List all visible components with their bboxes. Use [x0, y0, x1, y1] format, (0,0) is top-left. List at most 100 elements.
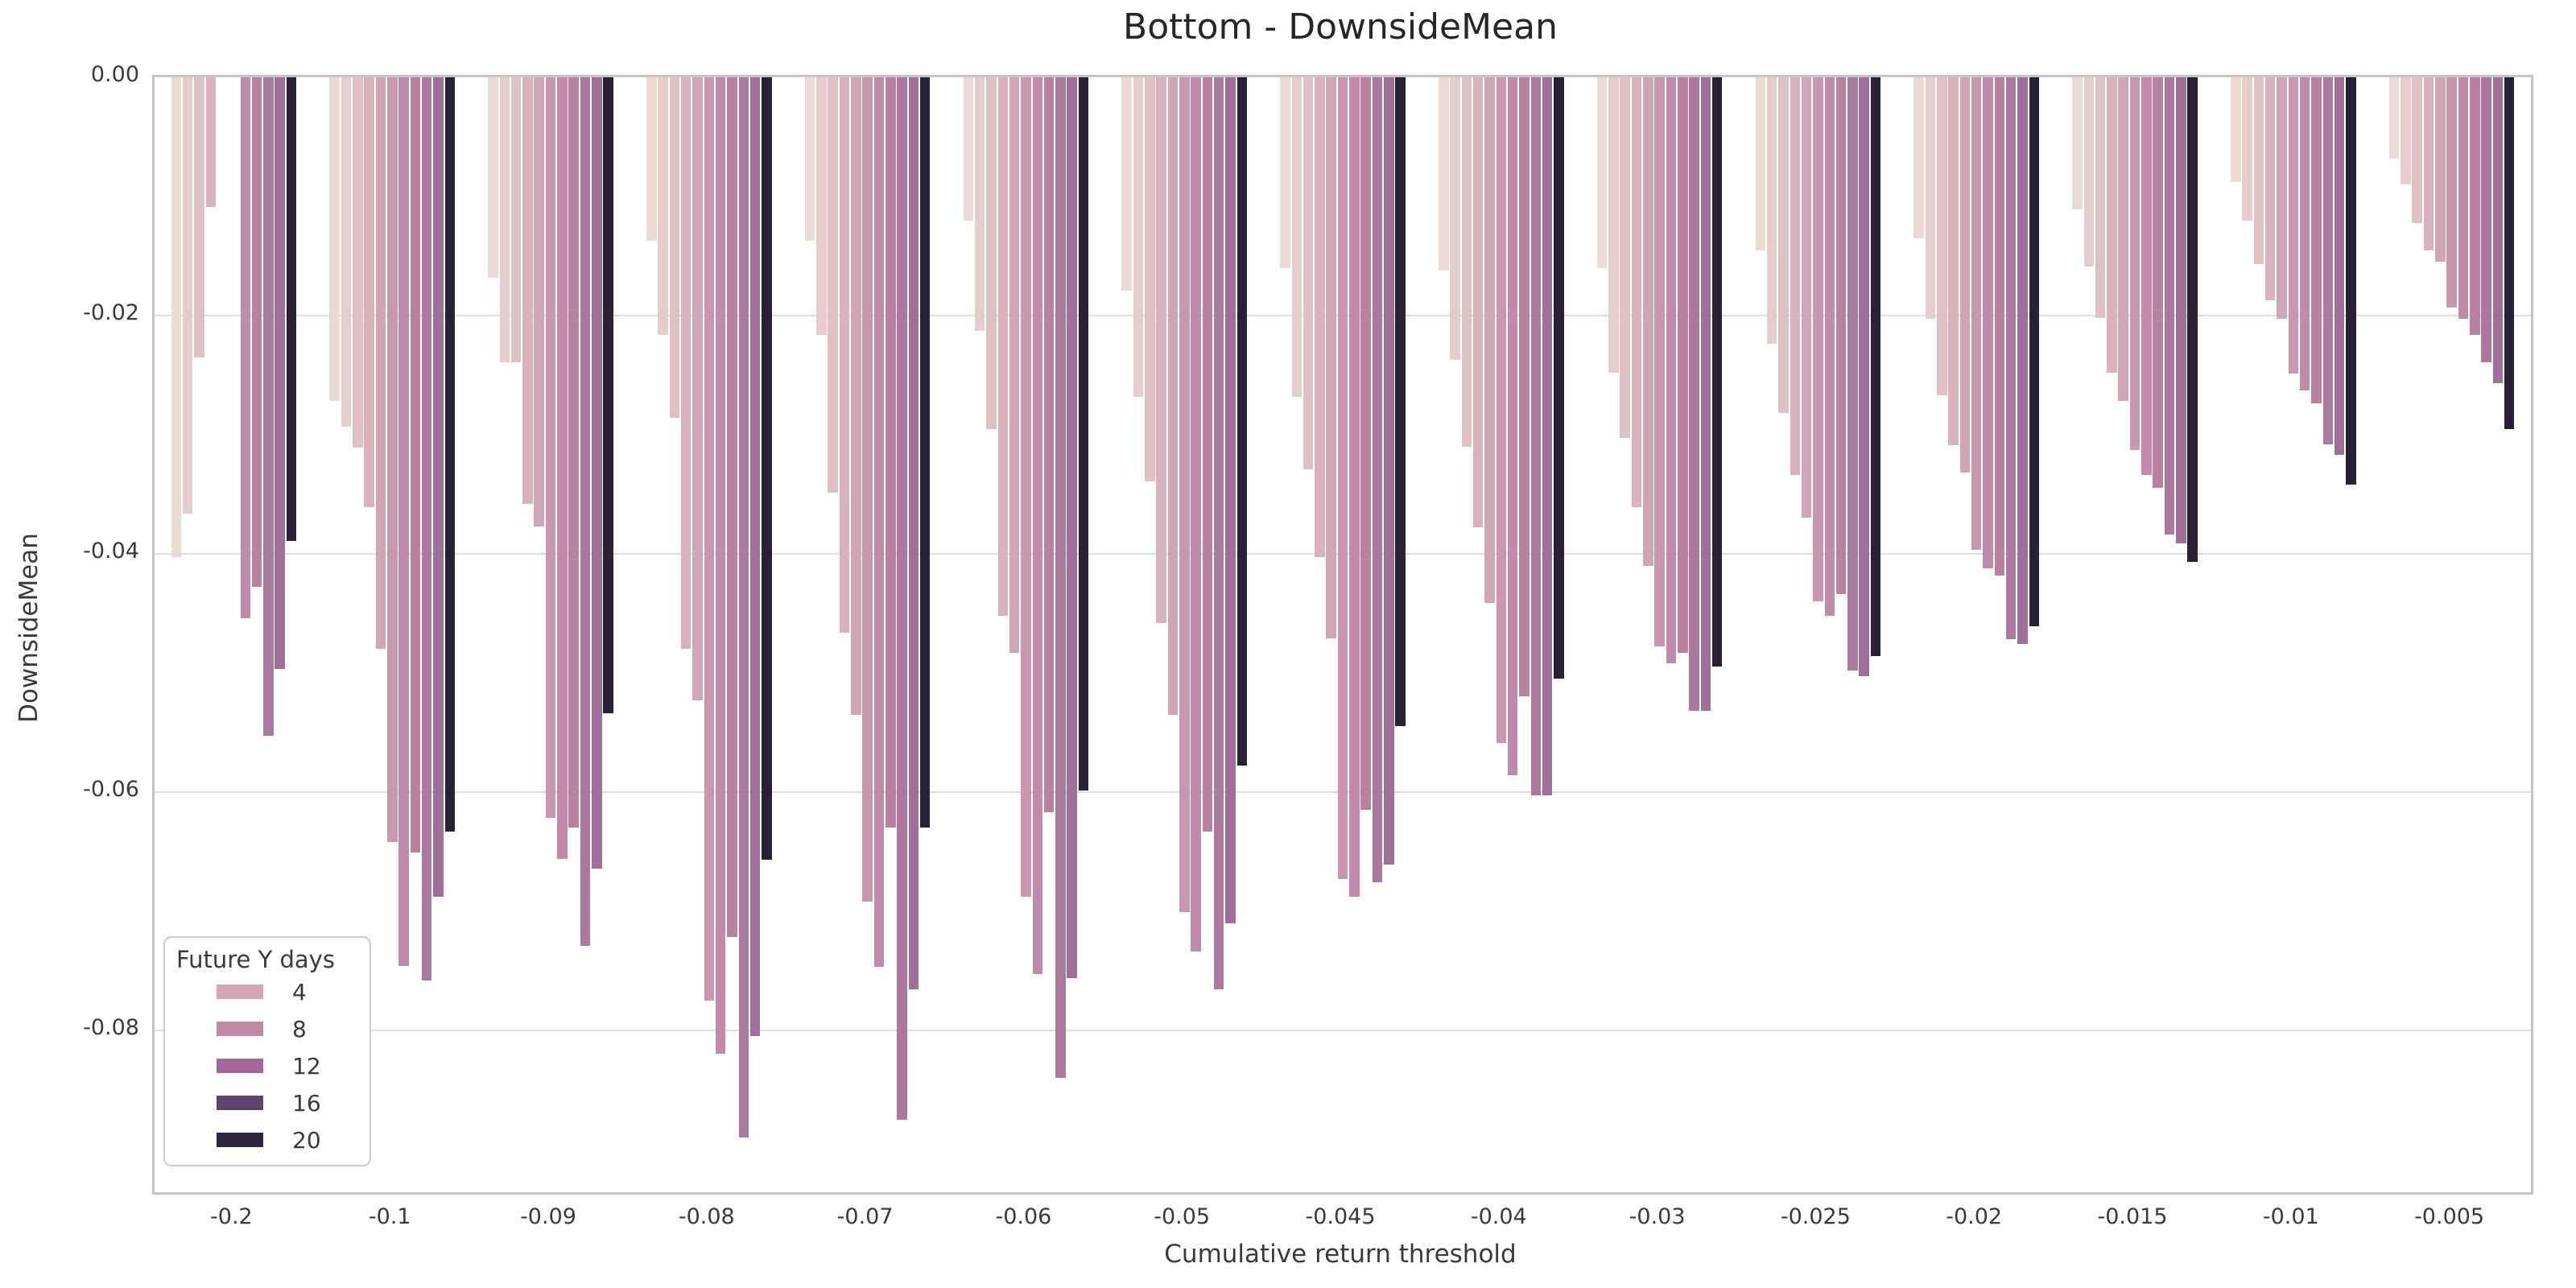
bar-series-6-cat-0.02 [1971, 77, 1982, 550]
bar-series-2-cat-0.01 [2242, 77, 2252, 221]
bar-series-7-cat-0.04 [1507, 77, 1518, 775]
x-tick-label: -0.03 [1629, 1204, 1686, 1229]
legend-label: 20 [292, 1126, 321, 1154]
bar-series-3-cat-0.08 [669, 77, 680, 418]
bar-series-4-cat-0.045 [1315, 77, 1325, 557]
bar-series-6-cat-0.08 [704, 77, 715, 1001]
bar-series-10-cat-0.1 [433, 77, 444, 897]
bar-series-10-cat-0.03 [1700, 77, 1711, 711]
bar-series-3-cat-0.015 [2095, 77, 2106, 318]
bar-series-3-cat-0.005 [2412, 77, 2422, 223]
bar-series-5-cat-0.005 [2435, 77, 2446, 262]
bar-series-2-cat-0.02 [1925, 77, 1936, 319]
bar-series-3-cat-0.04 [1461, 77, 1472, 447]
bar-series-4-cat-0.015 [2107, 77, 2117, 373]
bar-series-1-cat-0.025 [1755, 77, 1766, 250]
bar-series-1-cat-0.04 [1439, 77, 1449, 270]
legend-swatch-icon [217, 985, 263, 999]
bar-series-8-cat-0.02 [1994, 77, 2005, 576]
bar-series-4-cat-0.03 [1631, 77, 1642, 507]
bar-series-11-cat-0.03 [1711, 77, 1723, 667]
bar-series-8-cat-0.2 [251, 77, 262, 587]
bar-series-11-cat-0.06 [1078, 77, 1089, 791]
bar-series-5-cat-0.015 [2118, 77, 2128, 401]
bar-series-3-cat-0.1 [353, 77, 363, 448]
x-tick-label: -0.01 [2262, 1204, 2319, 1229]
bar-series-9-cat-0.06 [1055, 77, 1066, 1078]
bar-series-8-cat-0.09 [568, 77, 579, 828]
bar-series-4-cat-0.07 [839, 77, 850, 633]
bar-series-7-cat-0.09 [557, 77, 568, 859]
bar-series-5-cat-0.04 [1484, 77, 1495, 603]
bar-series-7-cat-0.015 [2141, 77, 2152, 475]
x-tick-label: -0.07 [836, 1204, 894, 1229]
bar-series-3-cat-0.02 [1937, 77, 1947, 395]
x-tick-label: -0.005 [2414, 1204, 2485, 1229]
legend-label: 8 [292, 1015, 307, 1042]
bar-series-7-cat-0.2 [240, 77, 250, 618]
bar-series-9-cat-0.09 [580, 77, 591, 946]
bar-series-2-cat-0.015 [2083, 77, 2094, 266]
bar-series-8-cat-0.04 [1519, 77, 1530, 696]
bar-series-7-cat-0.1 [398, 77, 409, 966]
legend-swatch-icon [217, 1133, 263, 1147]
bar-series-1-cat-0.005 [2388, 77, 2400, 159]
bar-series-4-cat-0.06 [997, 77, 1008, 616]
bar-series-11-cat-0.2 [286, 77, 297, 541]
bar-series-11-cat-0.015 [2187, 77, 2198, 562]
bar-series-6-cat-0.04 [1496, 77, 1507, 743]
y-tick-label: 0.00 [90, 62, 139, 87]
bar-series-7-cat-0.025 [1824, 77, 1835, 616]
bar-series-4-cat-0.025 [1790, 77, 1800, 475]
bar-series-1-cat-0.03 [1596, 77, 1608, 268]
bar-series-9-cat-0.015 [2164, 77, 2175, 535]
bar-series-7-cat-0.01 [2299, 77, 2310, 390]
bar-series-8-cat-0.045 [1360, 77, 1371, 810]
bar-series-10-cat-0.04 [1542, 77, 1553, 795]
bar-series-7-cat-0.02 [1983, 77, 1993, 568]
x-tick-label: -0.02 [1946, 1204, 2003, 1229]
bar-series-10-cat-0.045 [1384, 77, 1394, 865]
bar-series-10-cat-0.01 [2334, 77, 2345, 455]
x-tick-label: -0.09 [520, 1204, 576, 1229]
bar-series-8-cat-0.06 [1043, 77, 1055, 812]
bar-series-4-cat-0.09 [522, 77, 533, 504]
bar-series-3-cat-0.07 [828, 77, 838, 493]
bar-series-1-cat-0.01 [2231, 77, 2241, 182]
bar-series-1-cat-0.05 [1121, 77, 1132, 291]
bar-series-9-cat-0.025 [1847, 77, 1858, 671]
bar-series-10-cat-0.08 [749, 77, 761, 1036]
bar-series-9-cat-0.005 [2481, 77, 2491, 362]
legend-swatch-icon [217, 1059, 263, 1073]
x-tick-label: -0.015 [2097, 1204, 2168, 1229]
bar-series-8-cat-0.08 [727, 77, 737, 937]
legend-entries: 4 8 12 16 20 [165, 973, 369, 1158]
bar-series-10-cat-0.05 [1225, 77, 1236, 923]
bar-series-3-cat-0.06 [986, 77, 997, 429]
bar-series-2-cat-0.09 [499, 77, 510, 362]
bar-series-1-cat-0.1 [329, 77, 340, 401]
legend-entry-8: 8 [165, 1010, 369, 1047]
bar-series-1-cat-0.015 [2072, 77, 2083, 209]
bar-series-4-cat-0.04 [1472, 77, 1484, 527]
x-tick-label: -0.05 [1154, 1204, 1211, 1229]
y-tick-label: -0.04 [83, 539, 139, 564]
bar-series-10-cat-0.025 [1859, 77, 1869, 676]
bar-series-10-cat-0.005 [2492, 77, 2504, 383]
bar-series-11-cat-0.025 [1870, 77, 1881, 656]
bar-series-4-cat-0.1 [364, 77, 374, 507]
bar-series-11-cat-0.005 [2504, 77, 2515, 429]
bar-series-3-cat-0.09 [510, 77, 522, 362]
bar-series-1-cat-0.09 [488, 77, 498, 278]
bar-series-11-cat-0.07 [919, 77, 931, 828]
bar-series-8-cat-0.03 [1678, 77, 1688, 653]
bar-series-2-cat-0.045 [1291, 77, 1302, 397]
bar-series-6-cat-0.005 [2446, 77, 2457, 308]
gridline [155, 1030, 2531, 1031]
bar-series-6-cat-0.05 [1179, 77, 1190, 912]
bar-series-1-cat-0.02 [1913, 77, 1924, 238]
bar-series-11-cat-0.04 [1554, 77, 1564, 679]
bar-series-10-cat-0.07 [908, 77, 919, 989]
bar-series-6-cat-0.09 [545, 77, 556, 818]
bar-series-9-cat-0.03 [1689, 77, 1699, 711]
